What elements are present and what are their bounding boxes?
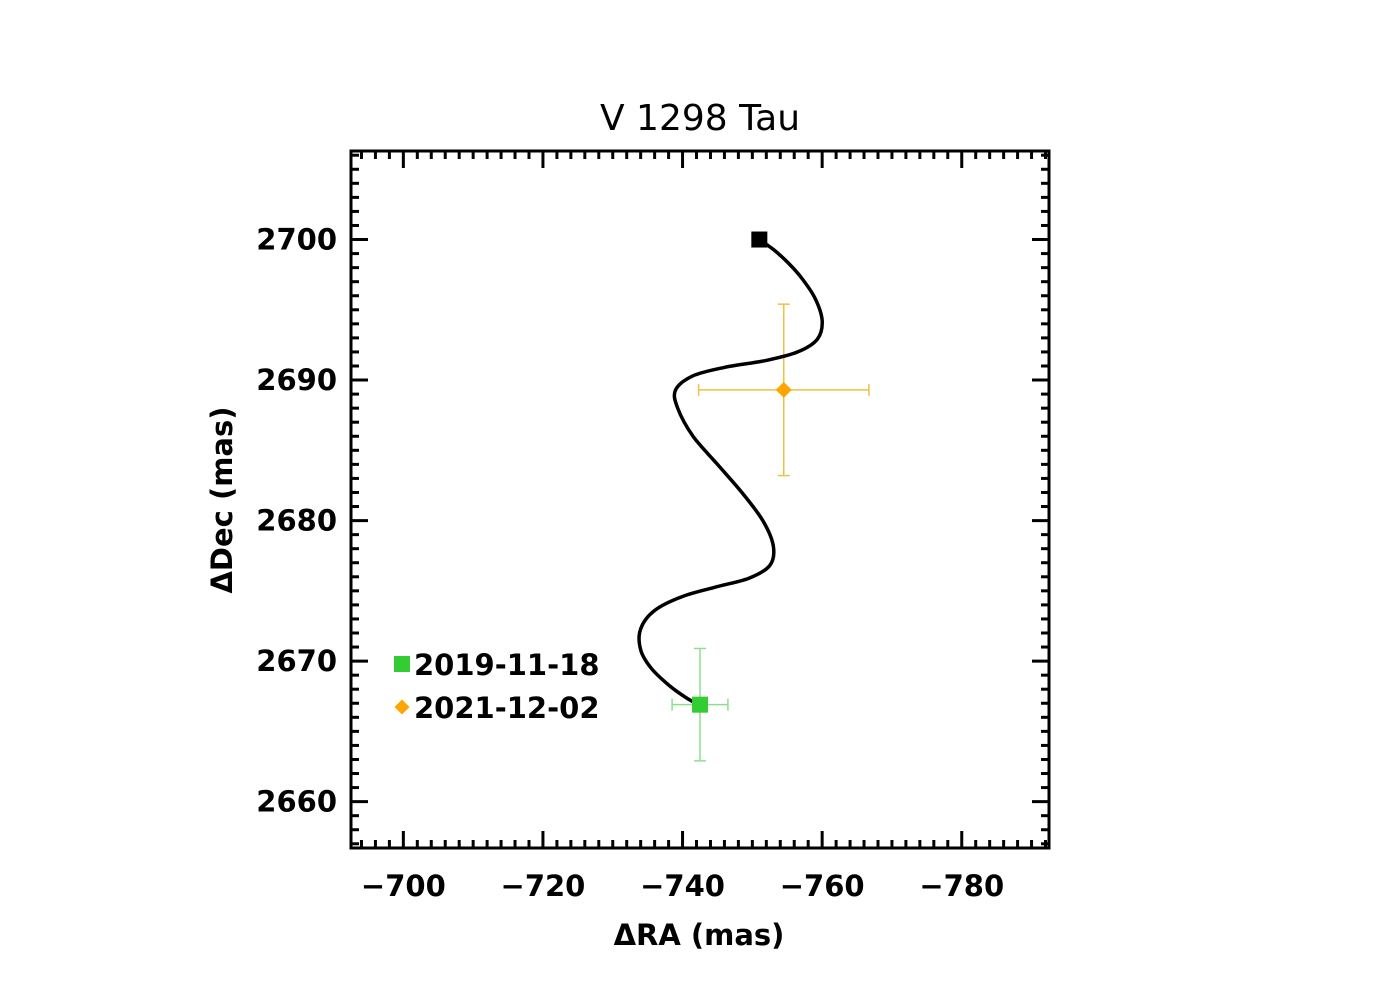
x-axis-label: ΔRA (mas) <box>614 918 785 952</box>
y-axis-label: ΔDec (mas) <box>205 406 239 593</box>
legend-label-2019-11-18: 2019-11-18 <box>414 648 600 682</box>
data-markers <box>692 231 792 713</box>
orbit-track <box>637 238 824 707</box>
legend-label-2021-12-02: 2021-12-02 <box>414 691 600 725</box>
y-tick-label: 2660 <box>256 785 337 819</box>
y-tick-label: 2670 <box>256 644 337 678</box>
y-tick-label: 2700 <box>256 223 337 257</box>
data-point-2019-11-18 <box>692 696 708 713</box>
plot-frame <box>349 149 1051 850</box>
x-tick-label: −760 <box>780 869 865 903</box>
axis-tick-labels: −700 −720 −740 −760 −780 2660 2670 2680 2690 2700 <box>256 223 1004 903</box>
legend-marker-2021-12-02 <box>394 699 410 715</box>
chart-title: V 1298 Tau <box>600 98 800 139</box>
x-tick-label: −780 <box>919 869 1004 903</box>
y-tick-label: 2690 <box>256 363 337 397</box>
x-tick-label: −700 <box>361 869 446 903</box>
orbit-track-line <box>637 238 824 707</box>
legend: 2019-11-18 2021-12-02 <box>394 648 600 725</box>
x-tick-label: −740 <box>640 869 725 903</box>
legend-marker-2019-11-18 <box>394 656 410 672</box>
x-tick-label: −720 <box>501 869 586 903</box>
axis-ticks <box>351 151 1049 848</box>
track-start-marker <box>751 231 768 248</box>
data-point-2021-12-02 <box>775 381 792 398</box>
y-tick-label: 2680 <box>256 504 337 538</box>
